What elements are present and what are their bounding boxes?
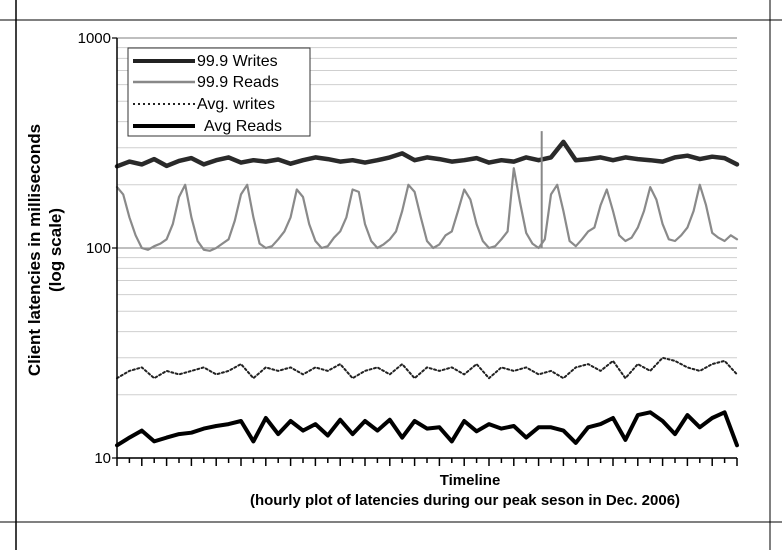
x-axis-title: Timeline <box>440 472 501 489</box>
legend-label-writes-999: 99.9 Writes <box>197 53 278 70</box>
y-tick-label-10: 10 <box>94 450 111 467</box>
x-axis-subtitle: (hourly plot of latencies during our pea… <box>250 492 680 509</box>
legend: 99.9 Writes 99.9 Reads Avg. writes Avg R… <box>127 47 311 137</box>
legend-box <box>127 47 311 137</box>
y-tick-label-1000: 1000 <box>78 30 111 47</box>
legend-label-avg-reads: Avg Reads <box>204 118 282 135</box>
series-line-writes-999 <box>114 139 740 169</box>
series-layer <box>114 131 740 448</box>
axes <box>112 37 738 466</box>
series-line-avg-reads <box>115 410 739 448</box>
legend-label-reads-999: 99.9 Reads <box>197 74 279 91</box>
y-axis-title: Client latencies in milliseconds <box>25 124 44 376</box>
series-line-avg-writes <box>116 356 738 380</box>
y-axis-subtitle: (log scale) <box>46 208 65 292</box>
legend-label-avg-writes: Avg. writes <box>197 96 275 113</box>
series-line-reads-999 <box>115 167 739 252</box>
y-tick-label-100: 100 <box>86 240 111 257</box>
grid <box>117 37 737 459</box>
